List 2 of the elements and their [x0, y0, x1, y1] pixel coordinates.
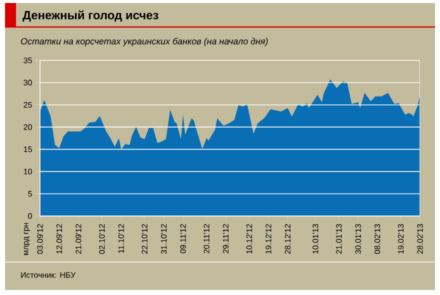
- chart-subtitle: Остатки на корсчетах украинских банков (на начало дня): [21, 38, 268, 46]
- chart-title: Денежный голод исчез: [22, 10, 158, 22]
